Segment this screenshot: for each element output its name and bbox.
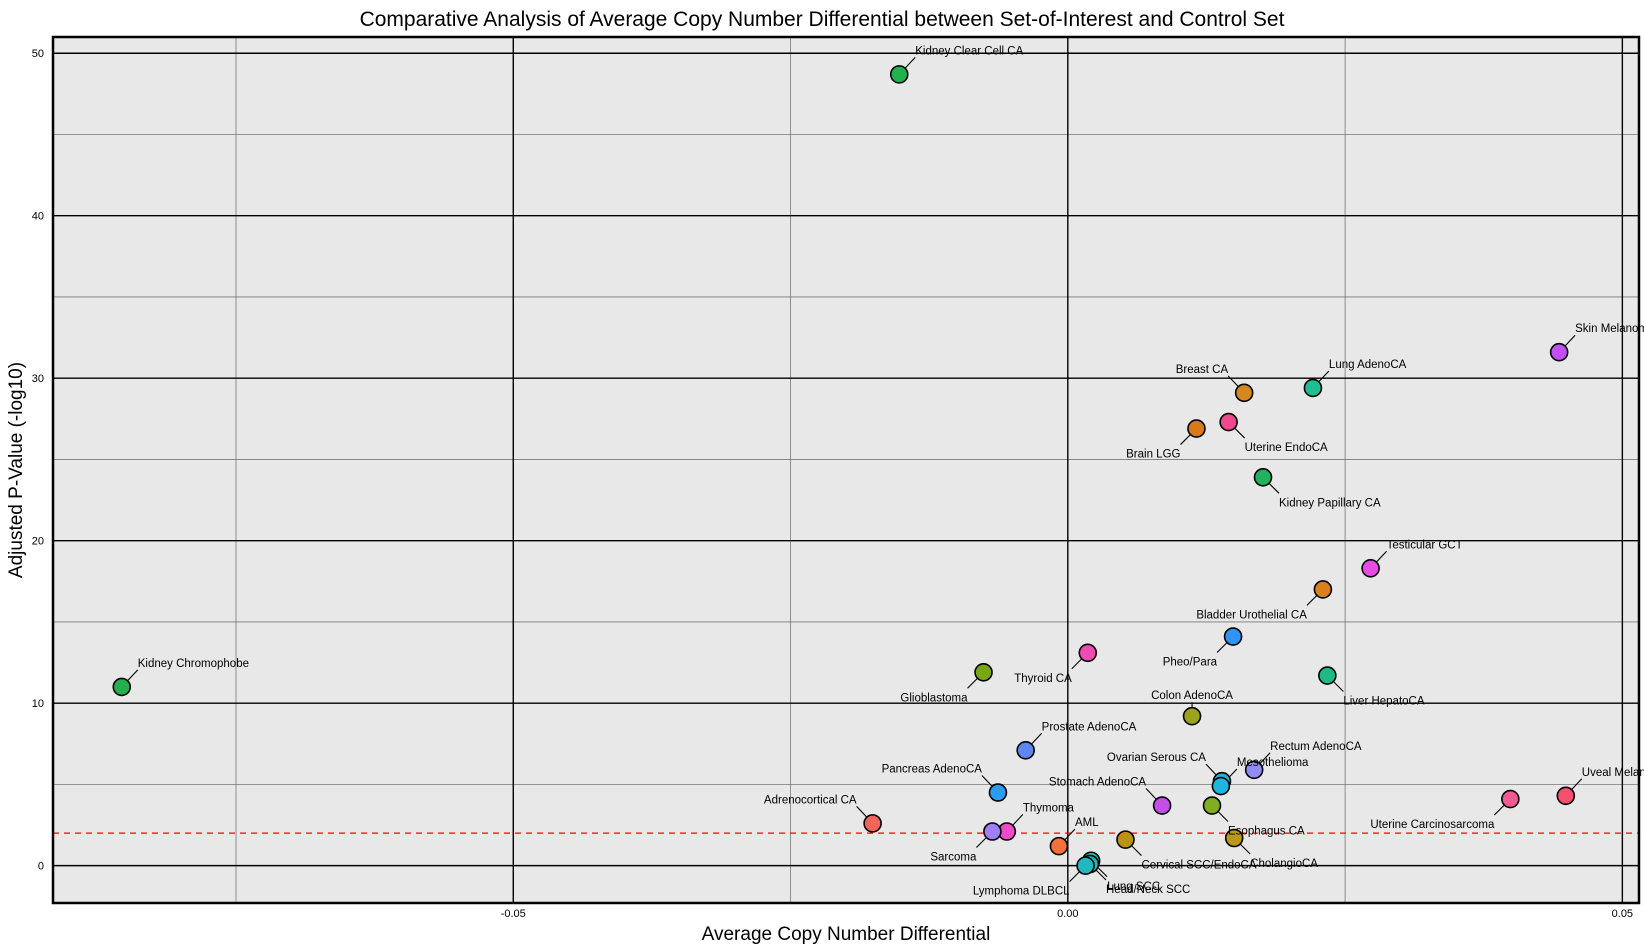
x-tick-label: 0.05 [1612,908,1633,920]
data-point [1187,419,1206,438]
data-point [974,662,993,682]
y-tick-label: 0 [38,861,44,873]
point-label: Glioblastoma [900,692,968,704]
point-label: Prostate AdenoCA [1042,721,1137,733]
y-axis-label: Adjusted P-Value (-log10) [6,362,27,578]
data-point [1361,558,1380,578]
y-tick-label: 10 [32,698,44,710]
point-label: Adrenocortical CA [764,794,857,806]
point-labels: Kidney Clear Cell CA Skin Melanoma Lung Ad… [138,45,1644,897]
grid-lines [53,37,1639,903]
point-label: Breast CA [1176,364,1229,376]
data-point [1152,796,1172,815]
data-point [1078,643,1098,663]
point-label: Esophagus CA [1228,826,1305,838]
point-label: Pheo/Para [1163,657,1218,669]
x-axis-label: Average Copy Number Differential [702,924,991,945]
point-label: Colon AdenoCA [1151,690,1233,702]
point-label: Lymphoma DLBCL [973,886,1070,898]
data-point [1501,789,1520,809]
point-label: Pancreas AdenoCA [882,764,983,776]
x-tick-label: -0.05 [501,908,526,920]
point-label: Skin Melanoma [1575,323,1644,335]
data-point [889,65,909,84]
tick-labels: -0.05 0.00 0.05 0 10 20 30 40 50 [32,48,1633,920]
data-point [1016,740,1035,760]
data-point [1049,836,1069,856]
point-label: Lung AdenoCA [1329,359,1407,371]
point-label: Bladder Urothelial CA [1196,609,1307,621]
point-label: Kidney Clear Cell CA [915,45,1023,57]
data-point [1116,830,1135,849]
point-label: Stomach AdenoCA [1049,777,1147,789]
data-point [1211,776,1231,796]
point-label: Lung SCC [1107,881,1160,893]
data-point [1223,627,1243,646]
data-point [1313,580,1333,599]
point-label: Testicular GCT [1387,539,1463,551]
data-point [863,814,882,833]
y-tick-label: 50 [32,48,44,60]
chart-title: Comparative Analysis of Average Copy Num… [360,8,1285,31]
point-label: Brain LGG [1126,449,1180,461]
point-label: Sarcoma [930,852,977,864]
y-tick-label: 30 [32,373,44,385]
data-point [112,677,132,697]
data-point [1219,412,1238,432]
data-point [1244,760,1264,780]
point-label: Rectum AdenoCA [1270,741,1362,753]
point-label: Uterine EndoCA [1245,442,1328,454]
point-label: Cervical SCC/EndoCA [1141,860,1256,872]
data-point [1253,468,1273,487]
point-label: Head/Neck SCC [1106,884,1190,896]
plot-frame [51,35,1641,905]
point-label: CholangioCA [1250,858,1318,870]
data-point [1224,828,1244,848]
y-tick-label: 20 [32,536,44,548]
y-tick-label: 40 [32,211,44,223]
data-point [1202,796,1222,815]
point-label: Kidney Papillary CA [1279,497,1381,509]
data-point [1303,378,1323,398]
data-point [1076,856,1095,875]
point-label: Uveal Melanoma [1582,767,1644,779]
plot-background [53,37,1639,903]
data-point [1318,666,1337,685]
data-point [1556,786,1576,806]
point-label: Kidney Chromophobe [138,658,249,670]
point-label: Thymoma [1023,803,1075,815]
data-point [988,783,1008,802]
label-leaders [121,56,1583,883]
data-point [1549,342,1569,362]
data-point [1182,706,1202,726]
x-tick-label: 0.00 [1057,908,1078,920]
point-label: AML [1075,817,1099,829]
data-points [112,65,1576,875]
data-point [1234,383,1254,403]
point-label: Thyroid CA [1014,673,1072,685]
point-label: Uterine Carcinosarcoma [1370,819,1495,831]
point-label: Mesothelioma [1237,757,1309,769]
point-label: Liver HepatoCA [1343,696,1425,708]
point-label: Ovarian Serous CA [1107,752,1206,764]
data-point [983,822,1002,841]
